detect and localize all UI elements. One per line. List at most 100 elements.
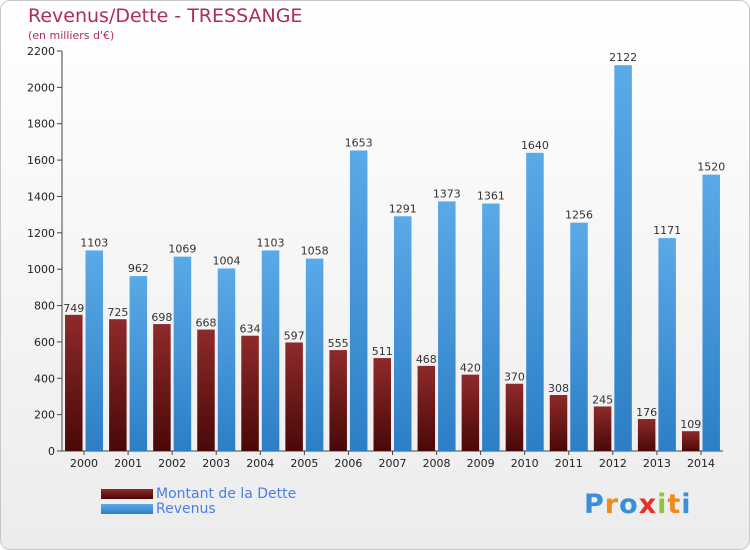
label-revenue-2000: 1103 bbox=[80, 236, 108, 249]
x-tick-label: 2005 bbox=[290, 457, 318, 470]
y-tick-label: 1000 bbox=[27, 263, 55, 276]
bar-debt-2010 bbox=[505, 383, 524, 451]
label-revenue-2013: 1171 bbox=[653, 224, 681, 237]
y-tick-label: 200 bbox=[34, 409, 55, 422]
x-tick-label: 2003 bbox=[202, 457, 230, 470]
x-tick-label: 2000 bbox=[70, 457, 98, 470]
bar-debt-2000 bbox=[65, 314, 83, 451]
x-tick-label: 2014 bbox=[687, 457, 715, 470]
bar-debt-2007 bbox=[373, 358, 391, 451]
label-revenue-2010: 1640 bbox=[521, 139, 549, 152]
label-debt-2010: 370 bbox=[504, 371, 525, 384]
bar-debt-2004 bbox=[241, 335, 259, 451]
label-debt-2003: 668 bbox=[195, 317, 216, 330]
label-revenue-2012: 2122 bbox=[609, 51, 637, 64]
y-tick-label: 800 bbox=[34, 300, 55, 313]
chart-subtitle: (en milliers d'€) bbox=[28, 29, 115, 42]
label-debt-2014: 109 bbox=[680, 418, 701, 431]
logo-letter: P bbox=[584, 489, 605, 520]
bar-revenue-2006 bbox=[349, 150, 368, 452]
bar-revenue-2004 bbox=[261, 250, 280, 451]
label-revenue-2014: 1520 bbox=[697, 161, 725, 174]
bar-debt-2014 bbox=[681, 431, 700, 451]
y-tick-label: 1200 bbox=[27, 227, 55, 240]
legend-swatch-debt bbox=[101, 489, 153, 499]
label-revenue-2003: 1004 bbox=[212, 254, 240, 267]
bar-revenue-2008 bbox=[438, 201, 456, 451]
y-tick-label: 1800 bbox=[27, 118, 55, 131]
y-tick-label: 2200 bbox=[27, 45, 55, 58]
label-debt-2002: 698 bbox=[151, 311, 172, 324]
logo-letter: i bbox=[681, 489, 692, 520]
logo-letter: i bbox=[657, 489, 668, 520]
bar-debt-2002 bbox=[153, 324, 171, 451]
bar-revenue-2012 bbox=[614, 65, 632, 451]
logo-letter: x bbox=[638, 489, 658, 520]
x-tick-label: 2002 bbox=[158, 457, 186, 470]
label-revenue-2002: 1069 bbox=[168, 243, 196, 256]
label-revenue-2006: 1653 bbox=[345, 136, 373, 149]
label-debt-2006: 555 bbox=[328, 337, 349, 350]
bar-revenue-2009 bbox=[482, 203, 500, 451]
proxiti-logo: Proxiti bbox=[584, 489, 692, 520]
data-labels: 749 1103 725 962 698 1069 668 1004 634 1103 597 105… bbox=[63, 51, 725, 431]
label-debt-2004: 634 bbox=[240, 323, 261, 336]
bar-debt-2013 bbox=[637, 419, 656, 451]
label-debt-2012: 245 bbox=[592, 393, 613, 406]
x-tick-label: 2001 bbox=[114, 457, 142, 470]
legend-label-revenue: Revenus bbox=[156, 501, 216, 517]
logo-letter: t bbox=[667, 489, 682, 520]
label-revenue-2001: 962 bbox=[128, 262, 149, 275]
x-tick-label: 2004 bbox=[246, 457, 274, 470]
label-revenue-2005: 1058 bbox=[301, 245, 329, 258]
bar-revenue-2001 bbox=[129, 276, 148, 451]
bar-revenue-2013 bbox=[658, 238, 676, 451]
bar-debt-2006 bbox=[329, 350, 347, 451]
label-revenue-2008: 1373 bbox=[433, 187, 461, 200]
label-revenue-2007: 1291 bbox=[389, 202, 417, 215]
x-tick-label: 2008 bbox=[423, 457, 451, 470]
chart-title: Revenus/Dette - TRESSANGE bbox=[28, 5, 303, 27]
x-tick-label: 2009 bbox=[467, 457, 495, 470]
x-tick-label: 2013 bbox=[643, 457, 671, 470]
label-revenue-2009: 1361 bbox=[477, 190, 505, 203]
bar-debt-2003 bbox=[197, 329, 215, 451]
bar-debt-2001 bbox=[109, 319, 127, 451]
bar-revenue-2014 bbox=[702, 174, 720, 452]
bar-revenue-2002 bbox=[173, 256, 192, 451]
logo-letter: o bbox=[619, 489, 639, 520]
legend-swatch-revenue bbox=[101, 504, 153, 514]
y-tick-label: 2000 bbox=[27, 81, 55, 94]
bar-revenue-2000 bbox=[85, 250, 104, 451]
label-debt-2013: 176 bbox=[636, 406, 657, 419]
bar-debt-2012 bbox=[593, 406, 612, 451]
bar-revenue-2010 bbox=[526, 152, 544, 451]
bar-revenue-2011 bbox=[570, 222, 588, 451]
bar-revenue-2005 bbox=[305, 258, 324, 451]
bar-debt-2009 bbox=[461, 374, 480, 451]
y-tick-label: 1400 bbox=[27, 190, 55, 203]
x-tick-label: 2012 bbox=[599, 457, 627, 470]
bar-debt-2005 bbox=[285, 342, 303, 451]
label-debt-2009: 420 bbox=[460, 362, 481, 375]
label-debt-2008: 468 bbox=[416, 353, 437, 366]
axes: 0 200 400 600 800 1000 1200 1400 1600 1800 2000 220… bbox=[27, 45, 723, 470]
y-tick-label: 600 bbox=[34, 336, 55, 349]
x-tick-label: 2007 bbox=[379, 457, 407, 470]
x-tick-label: 2006 bbox=[334, 457, 362, 470]
label-revenue-2011: 1256 bbox=[565, 209, 593, 222]
y-tick-label: 0 bbox=[48, 445, 55, 458]
x-tick-label: 2010 bbox=[511, 457, 539, 470]
logo-letter: r bbox=[604, 489, 620, 520]
y-tick-label: 1600 bbox=[27, 154, 55, 167]
label-debt-2011: 308 bbox=[548, 382, 569, 395]
x-tick-label: 2011 bbox=[555, 457, 583, 470]
bar-debt-2011 bbox=[549, 395, 568, 451]
legend-label-debt: Montant de la Dette bbox=[156, 486, 297, 502]
label-debt-2000: 749 bbox=[63, 302, 84, 315]
bar-revenue-2003 bbox=[217, 268, 236, 451]
bars bbox=[65, 65, 720, 452]
label-debt-2007: 511 bbox=[372, 345, 393, 358]
